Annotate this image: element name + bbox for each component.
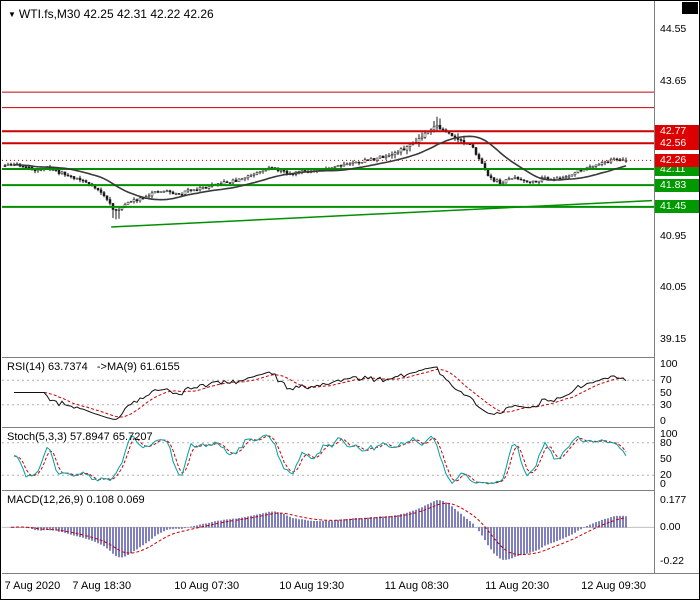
axis-tick-label: 0 — [660, 478, 666, 490]
axis-tick-label: 43.65 — [660, 74, 687, 87]
axis-tick-label: 44.55 — [660, 23, 687, 35]
axis-tick-label: 40.05 — [660, 281, 687, 294]
axis-tick-label: 50 — [660, 453, 672, 465]
main-chart-panel[interactable]: ▼ WTI.fs,M30 42.25 42.31 42.22 42.26 — [2, 2, 654, 357]
macd-label: MACD(12,26,9) 0.108 0.069 — [7, 494, 145, 506]
stoch-k-line — [13, 434, 627, 485]
axis-tick-label: 0 — [660, 415, 666, 427]
macd-histogram — [10, 500, 627, 560]
axis-tick-label: 39.15 — [660, 332, 687, 345]
x-axis-label: 11 Aug 20:30 — [485, 580, 550, 592]
macd-panel[interactable]: MACD(12,26,9) 0.108 0.069 — [2, 490, 654, 573]
resistance-price-label: 42.77 — [655, 124, 699, 138]
axis-tick-label: 100 — [660, 428, 678, 440]
axis-tick-label: 40.95 — [660, 229, 687, 242]
axis-tick-label: 70 — [660, 374, 672, 387]
axis-tick-label: 50 — [660, 386, 672, 399]
trendline[interactable] — [111, 199, 653, 228]
axis-tick-label: -0.22 — [660, 555, 684, 568]
stochastic-chart[interactable] — [2, 428, 654, 490]
x-axis-label: 10 Aug 07:30 — [174, 580, 240, 592]
rsi-ma-line — [14, 368, 626, 418]
rsi-label: RSI(14) 63.7374 ->MA(9) 61.6155 — [7, 361, 180, 373]
axis-tick-label: 0.00 — [660, 521, 681, 534]
rsi-panel[interactable]: RSI(14) 63.7374 ->MA(9) 61.6155 — [2, 357, 654, 427]
ma-line — [13, 135, 627, 201]
bid-price-label: 42.26 — [655, 153, 699, 167]
axis-tick-label: 0.177 — [660, 494, 687, 507]
x-axis-label: 11 Aug 08:30 — [384, 580, 449, 592]
x-axis-label: 7 Aug 18:30 — [72, 580, 132, 592]
time-axis[interactable]: 7 Aug 2020 7 Aug 18:30 10 Aug 07:30 10 Aug … — [2, 573, 699, 599]
corner-mark — [682, 2, 698, 14]
macd-signal-line — [11, 502, 627, 556]
axis-tick-label: 20 — [660, 469, 672, 482]
axis-tick-label: 80 — [660, 436, 672, 449]
x-axis-label: 12 Aug 09:30 — [581, 580, 647, 592]
resistance-price-label: 42.56 — [655, 136, 699, 150]
support-price-label: 41.83 — [655, 178, 699, 192]
chart-marker-icon: ▼ — [8, 10, 16, 19]
axis-tick-label: 100 — [660, 358, 678, 370]
symbol-ohlc-text: WTI.fs,M30 42.25 42.31 42.22 42.26 — [18, 7, 214, 21]
stochastic-panel[interactable]: Stoch(5,3,3) 57.8947 65.7207 — [2, 427, 654, 490]
x-axis-label: 10 Aug 19:30 — [279, 580, 345, 592]
axis-tick-label: 30 — [660, 398, 672, 411]
rsi-chart[interactable] — [2, 358, 654, 427]
support-price-label: 41.45 — [655, 200, 699, 214]
rsi-line — [14, 366, 627, 420]
price-axis[interactable]: 44.55 43.65 40.95 40.05 39.15 42.77 42.56 42.11… — [654, 1, 699, 573]
stochastic-label: Stoch(5,3,3) 57.8947 65.7207 — [7, 431, 153, 443]
stoch-d-line — [13, 435, 627, 484]
macd-chart[interactable] — [2, 491, 654, 573]
x-axis-label: 7 Aug 2020 — [4, 580, 61, 592]
candlestick-chart[interactable] — [2, 2, 654, 357]
symbol-ohlc-label: ▼ WTI.fs,M30 42.25 42.31 42.22 42.26 — [8, 7, 214, 21]
